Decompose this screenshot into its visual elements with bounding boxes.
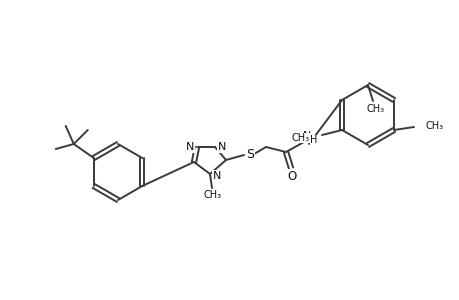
- Text: CH₃: CH₃: [203, 190, 222, 200]
- Text: N: N: [185, 142, 194, 152]
- Text: CH₃: CH₃: [291, 133, 309, 143]
- Text: H: H: [310, 135, 317, 145]
- Text: O: O: [287, 169, 296, 182]
- Text: N: N: [302, 131, 310, 141]
- Text: N: N: [218, 142, 226, 152]
- Text: CH₃: CH₃: [425, 121, 443, 131]
- Text: S: S: [246, 148, 253, 160]
- Text: N: N: [213, 171, 221, 181]
- Text: CH₃: CH₃: [366, 104, 384, 114]
